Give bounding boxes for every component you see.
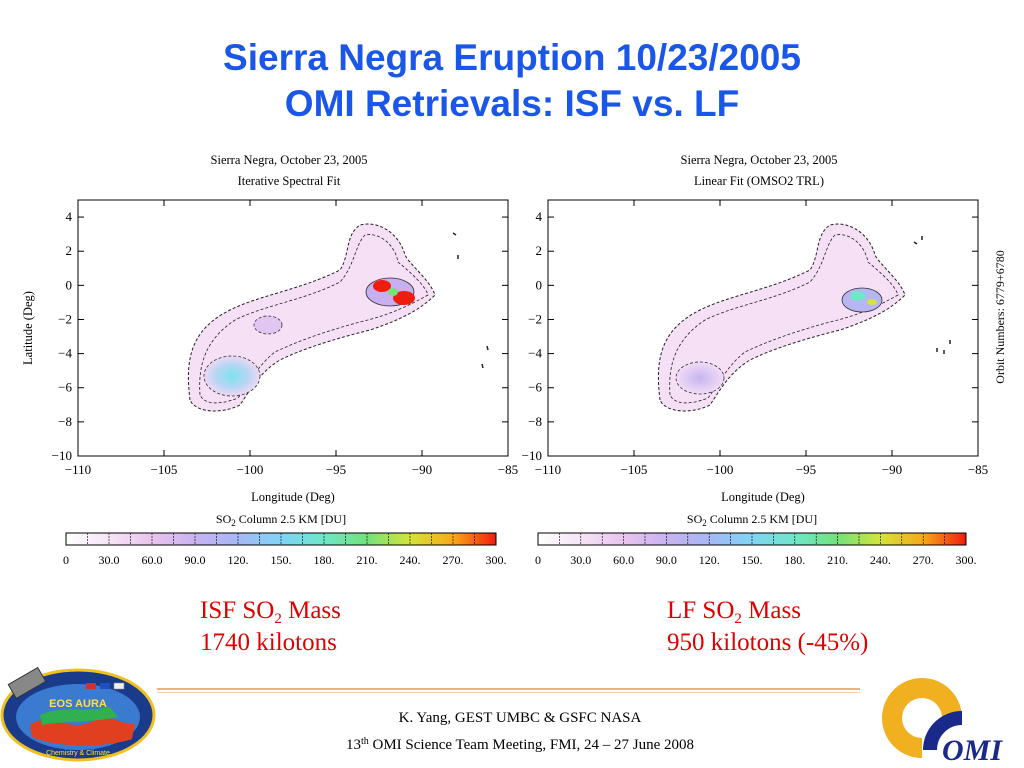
right-colorbar-tick-label: 90.0: [656, 553, 677, 567]
left-colorbar-tick-label: 90.0: [185, 553, 206, 567]
footer-meeting: 13th OMI Science Team Meeting, FMI, 24 –…: [345, 736, 695, 754]
right-plume: [657, 223, 951, 412]
left-xtick-label: −90: [412, 462, 432, 477]
left-colorbar-tick-label: 270.: [443, 553, 464, 567]
left-plot-frame: [77, 199, 509, 457]
lf-mass-label: LF SO2 Mass: [667, 597, 801, 627]
lf-mass-block: LF SO2 Mass 950 kilotons (-45%): [667, 595, 868, 659]
right-chart-title-block: Sierra Negra, October 23, 2005 Linear Fi…: [609, 150, 909, 192]
right-colorbar-tick-label: 210.: [827, 553, 848, 567]
left-ytick-label: −4: [58, 346, 72, 361]
left-chart-title-block: Sierra Negra, October 23, 2005 Iterative…: [139, 150, 439, 192]
right-xtick-label: −85: [968, 462, 988, 477]
left-colorbar-tick-label: 240.: [400, 553, 421, 567]
right-colorbar-tick-label: 150.: [742, 553, 763, 567]
right-colorbar-tick-label: 300.: [956, 553, 977, 567]
left-xtick-label: −100: [237, 462, 264, 477]
right-xaxis-label: Longitude (Deg): [721, 490, 805, 504]
left-colorbar-tick-label: 60.0: [142, 553, 163, 567]
left-ytick-label: 2: [66, 243, 73, 258]
right-colorbar-title: SO2 Column 2.5 KM [DU]: [687, 512, 817, 528]
lf-mass-value: 950 kilotons (-45%): [667, 629, 869, 656]
right-xtick-label: −110: [535, 462, 561, 477]
omi-logo-text: OMI: [942, 734, 1003, 767]
orbit-numbers-label: Orbit Numbers: 6779+6780: [993, 250, 1007, 384]
right-colorbar-tick-label: 240.: [870, 553, 891, 567]
isf-mass-label: ISF SO2 Mass: [200, 597, 341, 627]
right-ytick-label: −10: [522, 448, 542, 463]
left-colorbar-tick-label: 30.0: [99, 553, 120, 567]
left-plume: [187, 223, 489, 412]
right-ytick-label: −6: [528, 380, 542, 395]
left-xtick-label: −105: [151, 462, 178, 477]
left-chart-subtitle: Iterative Spectral Fit: [237, 174, 341, 188]
left-colorbar-title: SO2 Column 2.5 KM [DU]: [216, 512, 346, 528]
right-colorbar-tick-label: 60.0: [613, 553, 634, 567]
right-ytick-label: −8: [528, 414, 542, 429]
eos-aura-logo-text: EOS AURA: [49, 698, 107, 710]
left-ytick-label: −8: [58, 414, 72, 429]
right-xtick-label: −95: [796, 462, 816, 477]
right-ytick-label: 2: [536, 243, 543, 258]
footer-divider-thin: [157, 692, 860, 693]
left-xtick-label: −95: [326, 462, 346, 477]
footer-author: K. Yang, GEST UMBC & GSFC NASA: [398, 710, 642, 726]
left-colorbar-tick-label: 150.: [271, 553, 292, 567]
slide-title-line2: OMI Retrievals: ISF vs. LF: [284, 83, 740, 124]
eos-aura-logo: EOS AURA Chemistry & Climate: [0, 666, 156, 762]
right-ytick-label: −4: [528, 346, 542, 361]
left-xtick-label: −85: [498, 462, 518, 477]
slide-title-line1: Sierra Negra Eruption 10/23/2005: [223, 37, 801, 78]
left-chart: [77, 199, 509, 457]
right-plot-frame: [547, 199, 979, 457]
right-xtick-label: −90: [882, 462, 902, 477]
left-colorbar-tick-label: 210.: [357, 553, 378, 567]
right-xtick-label: −105: [621, 462, 648, 477]
left-colorbar-tick-label: 180.: [314, 553, 335, 567]
left-colorbar-tick-label: 120.: [228, 553, 249, 567]
right-ytick-label: 0: [536, 277, 543, 292]
right-chart: [547, 199, 979, 457]
chart-marks: −110 −105 −100 −95 −90 −85−10−8−6−4−2024Longi…: [21, 200, 988, 567]
left-ytick-label: −2: [58, 311, 72, 326]
isf-mass-block: ISF SO2 Mass 1740 kilotons: [200, 595, 341, 659]
footer-divider: [157, 688, 860, 690]
left-xaxis-label: Longitude (Deg): [251, 490, 335, 504]
left-ytick-label: −10: [52, 448, 72, 463]
left-ytick-label: −6: [58, 380, 72, 395]
eos-aura-logo-subtext: Chemistry & Climate: [46, 750, 110, 757]
left-colorbar-tick-label: 300.: [486, 553, 507, 567]
right-colorbar-tick-label: 180.: [784, 553, 805, 567]
right-colorbar-tick-label: 120.: [699, 553, 720, 567]
omi-logo: OMI: [882, 678, 1003, 767]
right-chart-title: Sierra Negra, October 23, 2005: [680, 153, 838, 167]
right-ytick-label: 4: [536, 209, 543, 224]
left-xtick-label: −110: [65, 462, 91, 477]
right-ytick-label: −2: [528, 311, 542, 326]
right-xtick-label: −100: [707, 462, 734, 477]
left-colorbar-tick-label: 0: [63, 553, 69, 567]
isf-mass-value: 1740 kilotons: [200, 629, 337, 656]
right-colorbar-tick-label: 0: [535, 553, 541, 567]
right-colorbar-tick-label: 270.: [913, 553, 934, 567]
left-yaxis-label: Latitude (Deg): [21, 291, 35, 365]
left-ytick-label: 0: [66, 277, 73, 292]
right-colorbar-tick-label: 30.0: [570, 553, 591, 567]
left-chart-title: Sierra Negra, October 23, 2005: [210, 153, 368, 167]
right-chart-subtitle: Linear Fit (OMSO2 TRL): [694, 174, 824, 188]
left-ytick-label: 4: [66, 209, 73, 224]
